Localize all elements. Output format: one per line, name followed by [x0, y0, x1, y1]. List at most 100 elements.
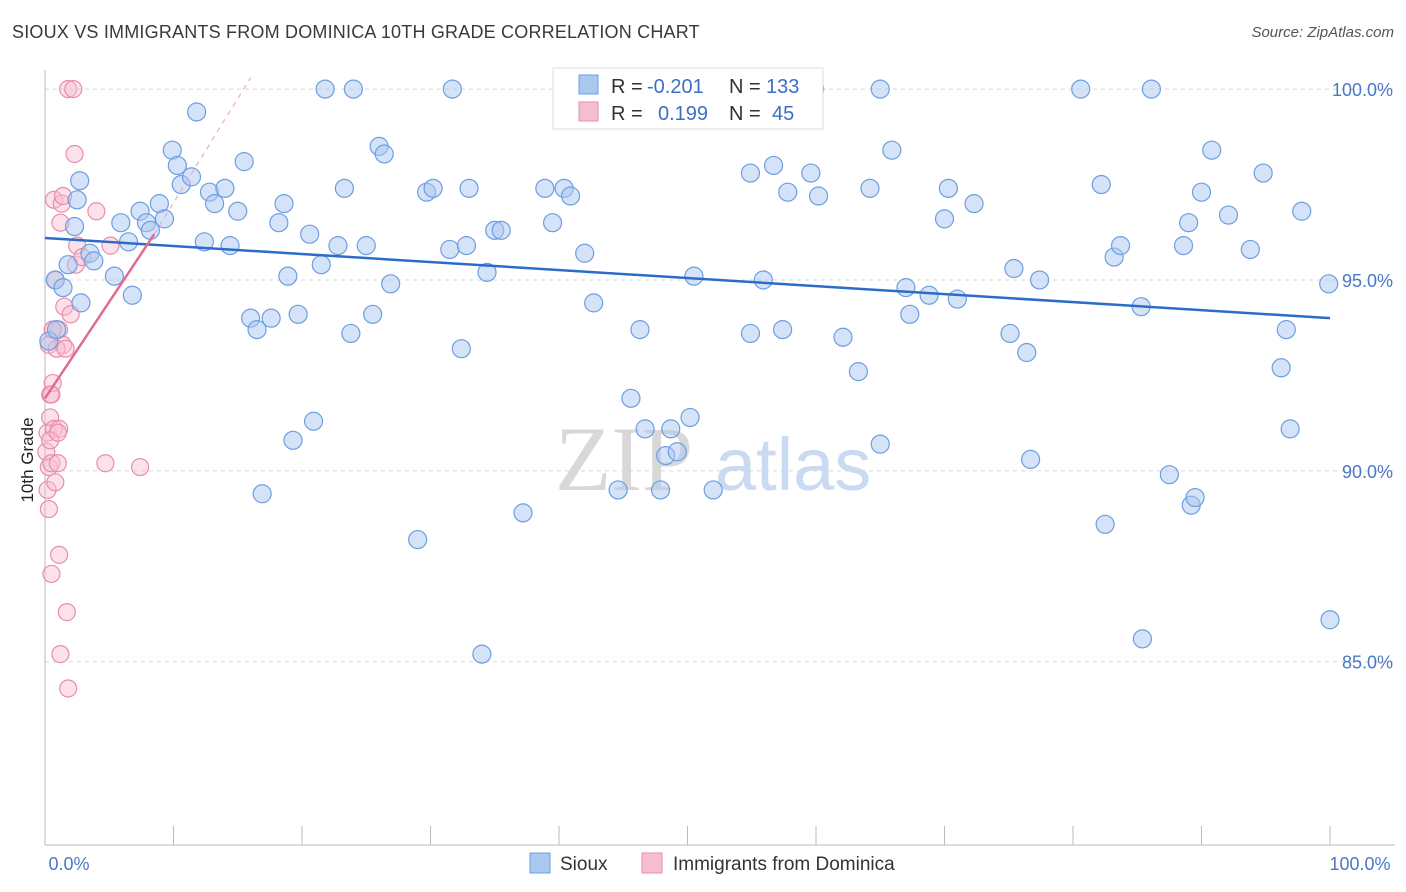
dominica-points — [37, 79, 150, 698]
sioux-point — [584, 293, 604, 313]
sioux-point — [740, 163, 761, 183]
sioux-point — [1000, 323, 1020, 344]
sioux-point — [650, 480, 671, 500]
sioux-point — [680, 407, 700, 428]
y-tick-label: 90.0% — [1342, 462, 1393, 482]
dominica-point — [48, 454, 67, 473]
sioux-point — [1191, 182, 1212, 202]
legend-r-label-1: R = — [611, 76, 643, 98]
sioux-point — [763, 155, 784, 176]
sioux-point — [542, 213, 563, 233]
sioux-point — [278, 266, 298, 286]
legend-swatch-dominica — [578, 101, 599, 122]
sioux-point — [300, 224, 320, 244]
sioux-point — [1071, 79, 1091, 99]
sioux-point — [608, 480, 628, 500]
sioux-point — [896, 278, 916, 298]
sioux-point — [64, 216, 85, 237]
sioux-point — [1292, 201, 1312, 221]
sioux-point — [1173, 236, 1194, 256]
sioux-point — [477, 262, 497, 282]
sioux-point — [440, 239, 460, 260]
sioux-point — [1179, 213, 1199, 233]
sioux-point — [1095, 514, 1115, 534]
sioux-point — [1218, 205, 1239, 225]
sioux-point — [167, 155, 187, 176]
legend-n-label-2: N = — [729, 103, 761, 125]
bottom-legend-label-sioux: Sioux — [560, 854, 608, 875]
legend-r-value-2: 0.199 — [658, 103, 708, 125]
dominica-point — [41, 431, 60, 450]
sioux-point — [740, 323, 761, 344]
sioux-point — [408, 529, 428, 550]
sioux-point — [315, 79, 335, 99]
sioux-point — [374, 144, 394, 164]
sioux-point — [247, 320, 267, 340]
sioux-point — [1020, 449, 1041, 470]
sioux-point — [442, 79, 462, 99]
sioux-point — [46, 320, 67, 340]
sioux-point — [848, 362, 869, 382]
legend-n-value-1: 133 — [766, 76, 799, 98]
sioux-points — [39, 79, 1340, 664]
sioux-point — [53, 278, 73, 298]
sioux-point — [154, 209, 175, 229]
sioux-point — [215, 178, 235, 198]
dominica-point — [37, 442, 56, 461]
sioux-point — [228, 201, 248, 221]
dominica-point — [96, 454, 115, 473]
sioux-point — [451, 339, 471, 359]
sioux-point — [1110, 236, 1131, 256]
dominica-point — [87, 202, 106, 221]
dominica-point — [50, 545, 69, 564]
sioux-point — [667, 442, 687, 462]
bottom-legend-swatch-dominica — [641, 852, 663, 874]
sioux-point — [964, 194, 984, 214]
x-tick-label-max: 100.0% — [1329, 854, 1390, 874]
sioux-point — [194, 232, 214, 252]
dominica-point — [39, 499, 58, 519]
sioux-point — [381, 274, 401, 294]
y-tick-label: 100.0% — [1332, 80, 1393, 100]
axes: 85.0% 90.0% 95.0% 100.0% 0.0% 100.0% — [44, 70, 1395, 874]
dominica-point — [56, 339, 75, 358]
sioux-point — [801, 163, 821, 183]
sioux-point — [456, 236, 477, 256]
gridlines — [45, 88, 1395, 663]
sioux-point — [630, 320, 650, 340]
dominica-point — [64, 79, 83, 99]
dominica-point — [59, 679, 78, 698]
sioux-point — [70, 171, 90, 191]
chart-title: SIOUX VS IMMIGRANTS FROM DOMINICA 10TH G… — [12, 22, 700, 42]
dominica-point — [46, 473, 65, 492]
sioux-point — [1141, 79, 1161, 99]
sioux-point — [753, 270, 773, 290]
sioux-point — [1185, 487, 1205, 508]
sioux-point — [808, 186, 829, 206]
sioux-point — [341, 323, 361, 344]
sioux-point — [938, 178, 958, 198]
sioux-point — [1004, 258, 1024, 279]
sioux-point — [303, 411, 324, 431]
chart-source: Source: ZipAtlas.com — [1251, 24, 1394, 41]
y-tick-label: 85.0% — [1342, 653, 1393, 673]
sioux-point — [288, 304, 308, 324]
sioux-point — [1159, 465, 1179, 485]
y-tick-label: 95.0% — [1342, 271, 1393, 291]
sioux-point — [472, 644, 492, 664]
sioux-point — [635, 419, 655, 439]
dominica-point — [42, 454, 61, 473]
sioux-point — [575, 243, 595, 263]
sioux-point — [269, 213, 289, 233]
sioux-point — [1271, 358, 1291, 378]
dominica-point — [59, 79, 78, 99]
sioux-point — [111, 213, 131, 233]
series-legend: Sioux Immigrants from Dominica — [529, 852, 895, 875]
sioux-point — [459, 178, 479, 198]
sioux-point — [919, 285, 939, 305]
sioux-point — [860, 178, 880, 198]
sioux-point — [900, 304, 920, 324]
sioux-point — [1091, 174, 1111, 195]
